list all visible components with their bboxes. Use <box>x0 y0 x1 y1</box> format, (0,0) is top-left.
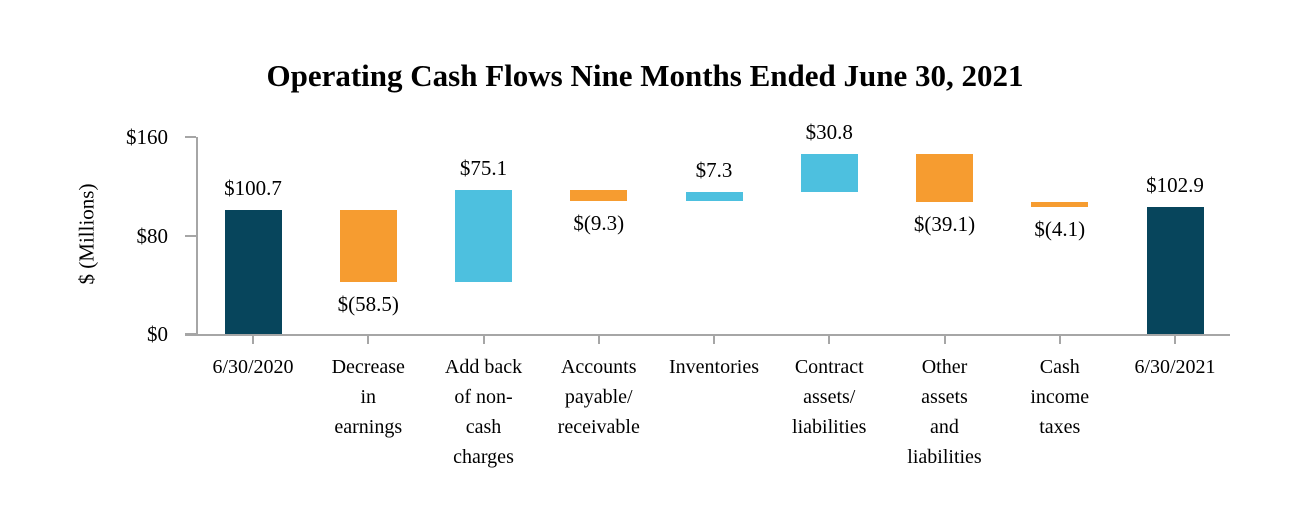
bar-value-label: $(4.1) <box>1034 217 1086 242</box>
y-axis-tick <box>185 136 196 138</box>
x-axis-tick <box>482 334 485 344</box>
x-category-label: Other assets and liabilities <box>907 356 982 468</box>
y-axis-line <box>196 137 198 334</box>
x-axis-tick <box>367 334 370 344</box>
x-category-label: Contract assets/ liabilities <box>792 356 867 438</box>
bar-value-label: $7.3 <box>695 158 733 183</box>
bar-6-30-2020 <box>224 210 282 334</box>
x-category-label: 6/30/2020 <box>212 356 294 378</box>
bar-value-label: $75.1 <box>459 155 508 180</box>
chart-title: Operating Cash Flows Nine Months Ended J… <box>266 58 1024 93</box>
bar-value-label: $(58.5) <box>337 292 399 317</box>
bar-add-back-of-non-cash-charges <box>455 189 512 283</box>
x-category-label: Add back of non- cash charges <box>444 356 523 468</box>
x-axis-tick <box>713 334 715 344</box>
bar-value-label: $102.9 <box>1146 173 1204 198</box>
bar-6-30-2021 <box>1146 207 1204 334</box>
x-axis-line <box>185 334 1230 336</box>
y-tick-label: $160 <box>126 125 168 149</box>
x-axis-tick <box>252 334 254 344</box>
bar-value-label: $(9.3) <box>573 211 625 236</box>
x-category-label: Inventories <box>669 356 759 378</box>
y-tick-label: $80 <box>136 223 169 248</box>
x-category-label: Cash income taxes <box>1030 356 1090 438</box>
y-axis-tick <box>185 333 196 335</box>
bar-inventories <box>685 192 743 202</box>
bar-value-label: $30.8 <box>805 120 853 145</box>
x-axis-tick <box>1058 334 1061 344</box>
bar-value-label: $(39.1) <box>913 212 976 237</box>
x-category-label: 6/30/2021 <box>1134 356 1216 378</box>
bar-cash-income-taxes <box>1031 202 1089 208</box>
x-axis-tick <box>828 334 831 344</box>
x-category-label: Accounts payable/ receivable <box>557 356 640 438</box>
y-tick-label: $0 <box>147 322 168 346</box>
bar-value-label: $100.7 <box>224 176 282 200</box>
bar-contract-assets-liabilities <box>800 154 858 193</box>
x-category-label: Decrease in earnings <box>331 356 405 438</box>
x-axis-tick <box>597 334 600 344</box>
bar-other-assets-and-liabilities <box>916 154 973 203</box>
y-axis-tick <box>185 234 196 237</box>
bar-accounts-payable-receivable <box>570 189 628 201</box>
x-axis-tick <box>1174 334 1176 344</box>
bar-decrease-in-earnings <box>339 210 397 283</box>
x-axis-tick <box>943 334 946 344</box>
